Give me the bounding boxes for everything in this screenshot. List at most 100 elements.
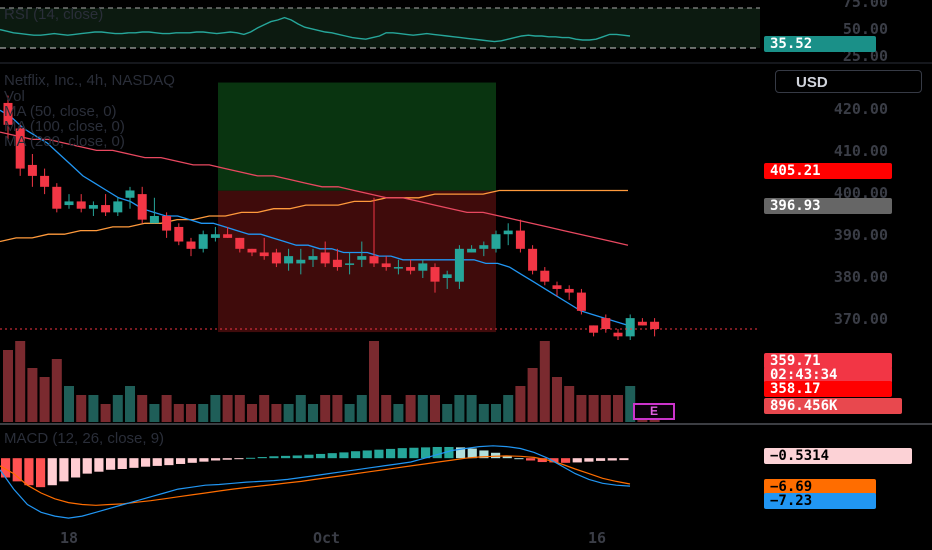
candle-body xyxy=(308,256,318,260)
macd-hist-bar xyxy=(491,452,501,459)
volume-bar xyxy=(478,404,489,422)
macd-hist-bar xyxy=(421,447,431,459)
macd-hist-bar xyxy=(117,458,127,469)
rsi-band xyxy=(0,8,760,48)
candle-body xyxy=(650,321,660,330)
volume-bar xyxy=(588,395,599,422)
volume-bar xyxy=(417,395,428,422)
position-tool[interactable] xyxy=(218,82,496,333)
macd-hist-bar xyxy=(94,458,104,472)
candle-body xyxy=(210,234,220,238)
volume-bar xyxy=(491,404,501,422)
time-axis-tick: 16 xyxy=(588,529,607,547)
macd-hist-bar xyxy=(327,453,337,459)
candle-body xyxy=(149,216,159,224)
volume-bar xyxy=(88,395,99,422)
volume-bar xyxy=(76,395,87,422)
volume-bar xyxy=(454,395,465,422)
candle-body xyxy=(223,234,233,238)
price-axis-tick: 410.00 xyxy=(833,142,888,160)
candle-body xyxy=(369,256,379,264)
price-axis-tick: 380.00 xyxy=(833,268,888,286)
macd-hist-bar xyxy=(106,458,116,470)
macd-hist-bar xyxy=(619,458,629,461)
volume-bar xyxy=(381,395,392,422)
macd-hist-bar xyxy=(444,446,454,459)
price-axis-tick: 370.00 xyxy=(833,310,888,328)
candle-body xyxy=(113,201,123,213)
ma100-legend[interactable]: MA (100, close, 0) xyxy=(4,118,125,135)
rsi-axis-tick: 50.00 xyxy=(842,20,888,38)
ma50-legend[interactable]: MA (50, close, 0) xyxy=(4,103,117,120)
macd-hist-bar xyxy=(269,456,279,459)
candle-body xyxy=(186,241,196,249)
candle-body xyxy=(76,201,86,209)
rsi-line xyxy=(0,16,631,43)
macd-hist-bar xyxy=(222,458,232,460)
candle-body xyxy=(393,267,403,269)
macd-hist-bar xyxy=(502,455,512,459)
macd-hist-bar xyxy=(514,458,524,460)
macd-hist-bar xyxy=(176,458,186,464)
macd-hist-bar xyxy=(456,447,466,459)
volume-value-tag: 896.456K xyxy=(764,398,902,414)
volume-bar xyxy=(222,395,233,422)
volume-bar xyxy=(137,395,148,422)
macd-hist-bar xyxy=(374,449,384,459)
volume-bar xyxy=(503,395,514,422)
moving-averages xyxy=(0,109,629,327)
volume-bar xyxy=(198,404,209,422)
macd-hist-bar xyxy=(526,458,536,461)
candle-body xyxy=(27,164,37,176)
currency-selector[interactable]: USD xyxy=(775,70,922,93)
macd-hist-bar xyxy=(339,452,349,459)
macd-line xyxy=(0,445,631,519)
stop-price-tag: 358.17 xyxy=(764,381,892,397)
candle-body xyxy=(528,248,538,271)
macd-hist-bar xyxy=(187,458,197,463)
macd-hist-bar xyxy=(596,458,606,461)
candle-body xyxy=(64,201,74,206)
macd-hist-bar xyxy=(292,455,302,459)
candle-body xyxy=(345,263,355,265)
volume-bar xyxy=(600,395,611,422)
candle-body xyxy=(552,285,562,289)
macd-hist-bar xyxy=(584,458,594,462)
macd-hist-bar xyxy=(199,458,209,462)
macd-hist-bar xyxy=(351,451,361,459)
ma200-legend[interactable]: MA (200, close, 0) xyxy=(4,133,125,150)
volume-bar xyxy=(39,377,50,422)
volume-legend[interactable]: Vol xyxy=(4,88,25,105)
volume-bar xyxy=(15,341,26,422)
volume-bar xyxy=(332,395,343,422)
macd-hist-bar xyxy=(432,446,442,459)
volume-bar xyxy=(405,395,416,422)
candle-body xyxy=(454,248,464,282)
candle-body xyxy=(381,263,391,268)
macd-pane[interactable] xyxy=(0,445,631,519)
candle-body xyxy=(357,256,367,260)
volume-bar xyxy=(112,395,123,422)
price-axis-tick: 390.00 xyxy=(833,226,888,244)
volume-bar xyxy=(100,404,111,422)
rsi-pane[interactable] xyxy=(0,7,760,49)
candle-body xyxy=(564,288,574,293)
candle-body xyxy=(467,248,477,253)
macd-hist-bar xyxy=(467,448,477,459)
macd-hist-bar xyxy=(82,458,92,474)
rsi-axis-tick: 75.00 xyxy=(842,0,888,11)
volume-bar xyxy=(552,377,562,422)
volume-bar xyxy=(308,404,318,422)
macd-signal-tag: −6.69 xyxy=(764,479,876,495)
volume-bar xyxy=(247,404,257,422)
macd-hist-bar xyxy=(211,458,221,461)
macd-legend[interactable]: MACD (12, 26, close, 9) xyxy=(4,430,165,447)
volume-bar xyxy=(613,395,623,422)
volume-bar xyxy=(64,386,74,422)
earnings-icon[interactable]: E xyxy=(633,403,675,420)
rsi-value-tag: 35.52 xyxy=(764,36,876,52)
volume-bar xyxy=(149,404,160,422)
instrument-title[interactable]: Netflix, Inc., 4h, NASDAQ xyxy=(4,72,175,89)
volume-bar xyxy=(625,386,636,422)
